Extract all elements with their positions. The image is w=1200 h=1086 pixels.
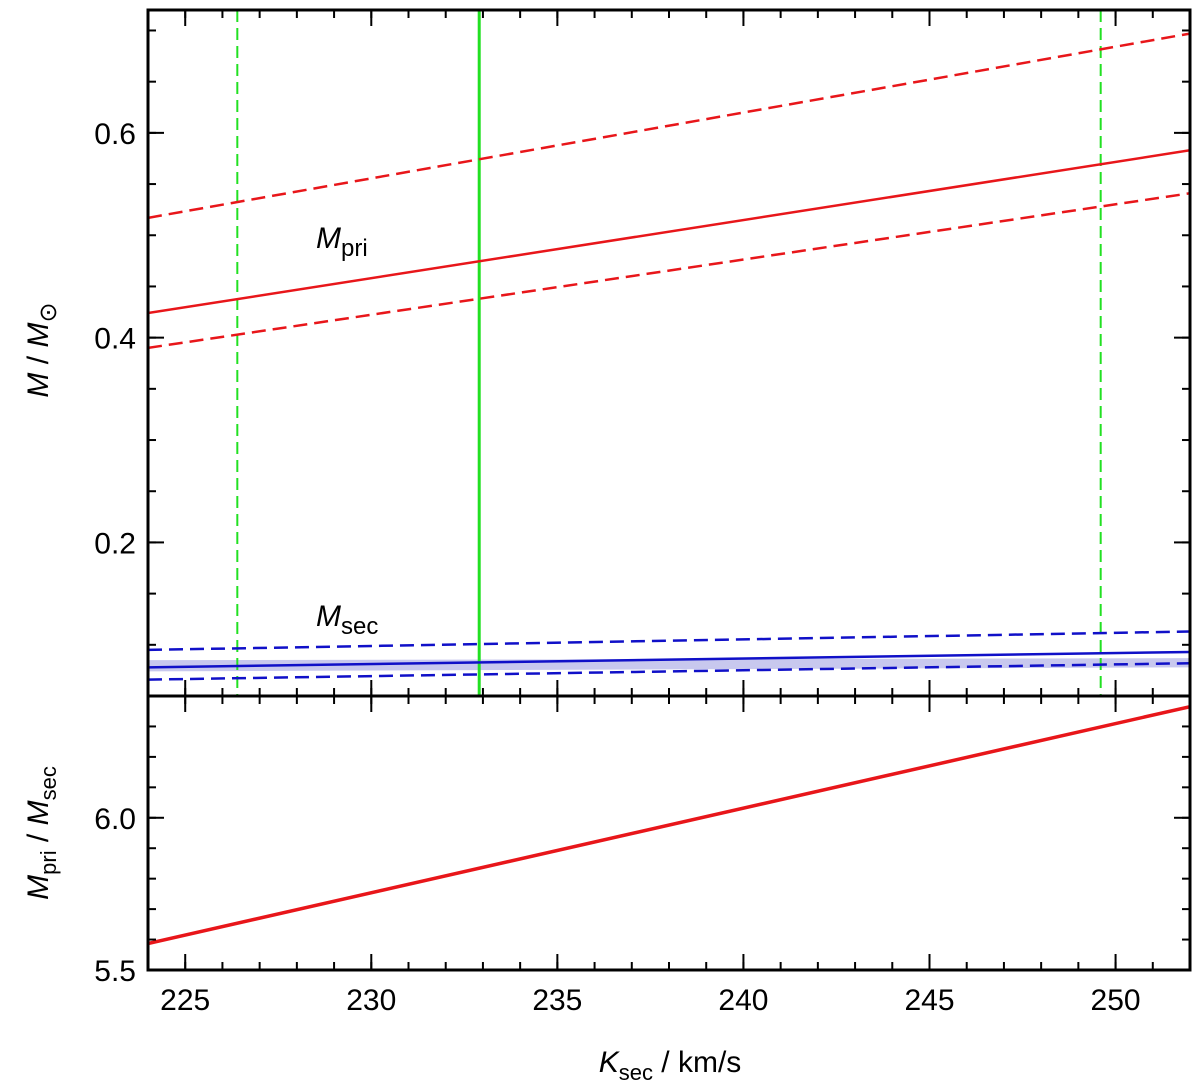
x-tick-label: 250 — [1091, 984, 1141, 1017]
x-tick-label: 225 — [160, 984, 210, 1017]
series-line — [148, 32, 1190, 220]
annotation: Mpri — [316, 222, 368, 262]
series-line — [148, 192, 1190, 350]
label-part: sec — [36, 766, 61, 800]
label-part: ⊙ — [35, 302, 62, 322]
x-tick-label: 235 — [532, 984, 582, 1017]
annotation: Msec — [316, 600, 378, 640]
label-part: pri — [36, 850, 61, 874]
x-tick-label: 245 — [904, 984, 954, 1017]
label-part: sec — [341, 613, 378, 640]
y-axis-label: M / M⊙ — [22, 302, 62, 397]
y-tick-label: 5.5 — [94, 955, 136, 988]
plot-frame — [146, 694, 1192, 972]
y-tick-label: 0.4 — [94, 323, 136, 356]
label-part: M — [22, 323, 55, 348]
x-axis-label: Ksec / km/s — [599, 1046, 742, 1085]
y-tick-label: 0.2 — [94, 527, 136, 560]
series-line — [148, 149, 1190, 315]
plot-frame — [146, 8, 1192, 698]
label-part: M — [22, 800, 55, 825]
x-tick-label: 230 — [346, 984, 396, 1017]
label-part: sec — [619, 1060, 653, 1085]
y-axis-label: Mpri / Msec — [22, 766, 61, 900]
label-part: M — [316, 222, 341, 255]
y-tick-label: 6.0 — [94, 803, 136, 836]
label-part: / — [22, 825, 55, 850]
series-line — [148, 630, 1190, 652]
label-part: K — [599, 1046, 621, 1079]
label-part: / — [22, 348, 55, 373]
series-line — [148, 704, 1190, 946]
label-part: M — [22, 373, 55, 398]
y-tick-label: 0.6 — [94, 118, 136, 151]
label-part: M — [316, 600, 341, 633]
label-part: M — [22, 875, 55, 900]
label-part: pri — [341, 235, 368, 262]
x-tick-label: 240 — [718, 984, 768, 1017]
label-part: / km/s — [653, 1046, 741, 1079]
series-line — [148, 650, 1190, 669]
series-line — [148, 661, 1190, 681]
